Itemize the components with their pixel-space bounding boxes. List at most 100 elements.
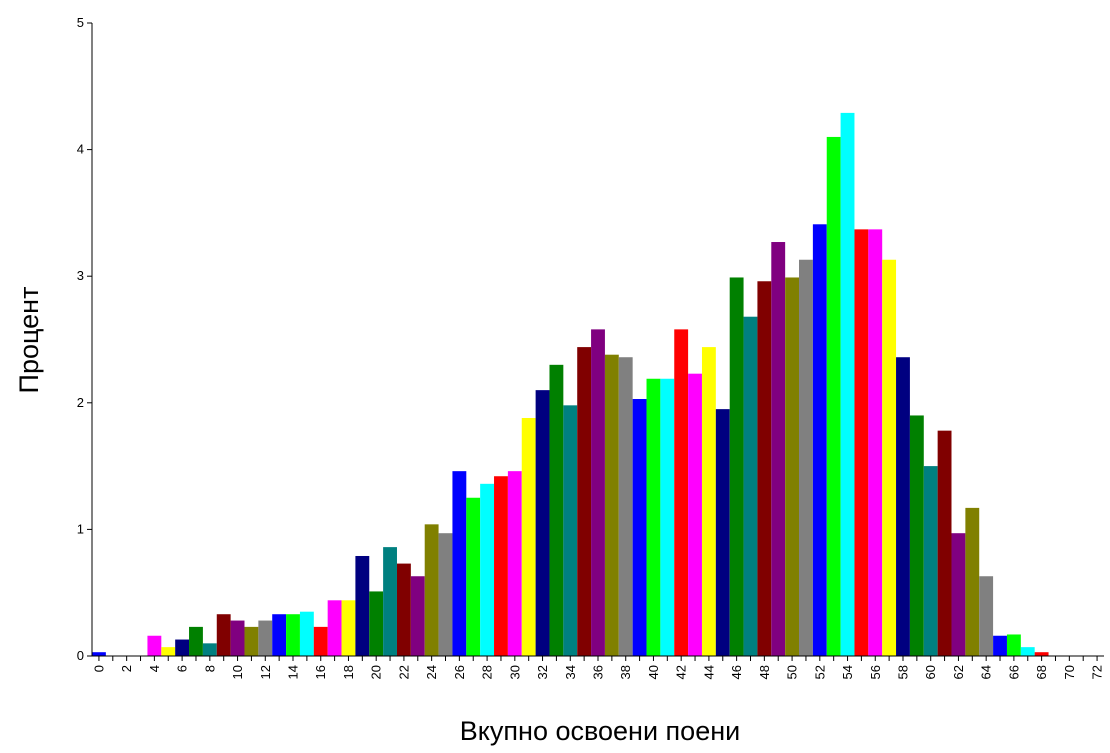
x-tick-label: 22 [396,665,411,679]
bar-27 [466,497,481,656]
x-tick-label: 0 [91,665,106,672]
bar-10 [230,620,245,656]
y-axis-title: Процент [14,287,44,394]
bar-25 [438,533,453,656]
y-tick-label: 4 [77,142,84,157]
bar-9 [216,614,231,656]
bar-6 [175,639,190,656]
bar-33 [549,364,564,656]
x-tick-label: 16 [313,665,328,679]
bar-64 [979,576,994,656]
bar-32 [535,390,550,656]
y-tick-label: 2 [77,395,84,410]
bar-38 [618,357,633,656]
x-tick-label: 28 [480,665,495,679]
bar-47 [743,316,758,656]
bar-11 [244,626,259,656]
bar-65 [993,635,1007,656]
y-tick-label: 5 [77,15,84,30]
bar-48 [757,281,772,656]
bar-20 [369,591,384,656]
x-tick-label: 34 [563,665,578,679]
bar-61 [937,430,952,656]
bar-58 [896,357,910,656]
x-tick-label: 54 [840,665,855,679]
bar-54 [840,112,855,656]
y-ticks-layer: 0 1 2 3 4 5 [77,15,92,663]
bar-51 [799,259,813,656]
x-tick-label: 30 [507,665,522,679]
x-tick-label: 6 [175,665,190,672]
x-tick-label: 20 [369,665,384,679]
bar-15 [299,611,314,656]
y-tick-label: 3 [77,268,84,283]
x-tick-label: 4 [147,665,162,672]
x-tick-label: 56 [868,665,883,679]
x-tick-label: 42 [674,665,689,679]
x-tick-label: 26 [452,665,467,679]
bar-31 [521,417,536,656]
bar-46 [729,277,744,656]
bar-44 [701,347,716,656]
bar-4 [147,635,162,656]
bar-36 [591,329,605,656]
bar-23 [410,576,425,656]
x-ticks-layer: 0 2 4 6 8 10 12 14 16 18 20 22 24 26 28 30 32 34 36 38 40 42 4… [91,656,1105,679]
x-tick-label: 50 [785,665,800,679]
bar-16 [313,626,328,656]
bar-7 [189,626,203,656]
bar-42 [674,329,689,656]
bar-62 [951,533,966,656]
bar-18 [341,600,356,656]
bar-28 [480,483,495,656]
bar-56 [868,229,883,657]
bar-24 [424,524,439,656]
x-tick-label: 12 [258,665,273,679]
x-tick-label: 36 [591,665,606,679]
x-tick-label: 38 [618,665,633,679]
x-tick-label: 24 [424,665,439,679]
bar-29 [494,476,508,656]
bar-63 [965,507,980,656]
bar-19 [355,555,370,656]
bar-67 [1020,647,1035,656]
x-tick-label: 14 [286,665,301,679]
x-tick-label: 66 [1006,665,1021,679]
x-tick-label: 60 [923,665,938,679]
y-tick-label: 1 [77,521,84,536]
x-tick-label: 44 [701,665,716,679]
bar-55 [854,229,869,657]
bar-68 [1034,652,1049,656]
bar-30 [507,471,522,656]
x-tick-label: 8 [202,665,217,672]
bar-59 [909,415,924,656]
x-tick-label: 52 [812,665,827,679]
bar-26 [452,471,467,656]
x-tick-label: 2 [119,665,134,672]
x-tick-label: 46 [729,665,744,679]
x-tick-label: 32 [535,665,550,679]
bar-52 [812,224,827,657]
x-tick-label: 72 [1090,665,1105,679]
x-tick-label: 40 [646,665,661,679]
x-tick-label: 62 [951,665,966,679]
bar-17 [327,600,342,656]
bar-35 [577,347,592,656]
bar-12 [258,620,273,656]
bar-8 [202,643,217,656]
x-tick-label: 64 [979,665,994,679]
bar-37 [604,354,619,656]
bar-22 [396,563,411,656]
bar-57 [882,259,897,656]
y-tick-label: 0 [77,648,84,663]
bar-0 [92,652,106,656]
bars-layer [92,112,1049,657]
bar-39 [632,399,647,656]
bar-14 [286,614,300,656]
x-tick-label: 58 [895,665,910,679]
x-tick-label: 10 [230,665,245,679]
bar-66 [1006,634,1021,656]
bar-34 [563,405,578,656]
bar-43 [688,373,702,656]
